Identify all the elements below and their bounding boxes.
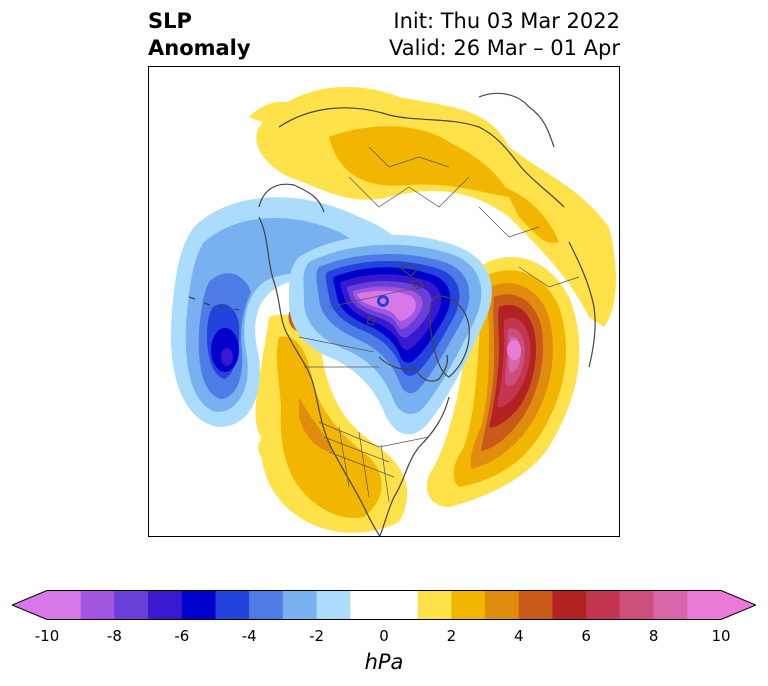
- colorbar-bin: [114, 590, 149, 620]
- colorbar-tick-label: 0: [379, 627, 389, 645]
- colorbar-extend-high: [721, 590, 756, 620]
- colorbar-bin: [215, 590, 250, 620]
- colorbar-tick-label: 8: [648, 627, 659, 645]
- anomaly-map-svg: [170, 87, 616, 536]
- colorbar-tick-label: -8: [106, 627, 122, 645]
- title-variable-type: Anomaly: [148, 36, 251, 60]
- colorbar-bin: [485, 590, 520, 620]
- colorbar-outline: [12, 590, 756, 620]
- map-title: SLP Anomaly: [148, 8, 251, 62]
- colorbar-tick-label: 10: [711, 627, 731, 645]
- colorbar-bin: [417, 590, 452, 620]
- colorbar-bin: [619, 590, 655, 620]
- colorbar-bins: [12, 590, 756, 620]
- colorbar-bin: [451, 590, 486, 620]
- map-dates: Init: Thu 03 Mar 2022 Valid: 26 Mar – 01…: [389, 8, 620, 62]
- colorbar-bin: [148, 590, 183, 620]
- colorbar-tick-label: -2: [309, 627, 325, 645]
- colorbar-tick-label: -4: [241, 627, 257, 645]
- valid-range: Valid: 26 Mar – 01 Apr: [389, 36, 620, 60]
- colorbar-bin: [282, 590, 318, 620]
- colorbar-bin: [316, 590, 351, 620]
- negative-anomaly-arctic: [289, 234, 492, 435]
- colorbar-bin: [653, 590, 688, 620]
- colorbar-tick-label: 2: [446, 627, 457, 645]
- colorbar-extend-low: [12, 590, 47, 620]
- colorbar-bin: [47, 590, 82, 620]
- colorbar-tick-label: -6: [174, 627, 190, 645]
- colorbar-bin: [552, 590, 587, 620]
- colorbar-bin: [181, 590, 216, 620]
- colorbar-tick-label: 4: [514, 627, 524, 645]
- colorbar-bin: [518, 590, 553, 620]
- init-date: Init: Thu 03 Mar 2022: [393, 9, 620, 33]
- title-variable: SLP: [148, 9, 192, 33]
- colorbar: [12, 590, 756, 620]
- colorbar-bin: [350, 590, 419, 620]
- positive-anomaly-north: [249, 87, 616, 327]
- colorbar-bin: [586, 590, 621, 620]
- colorbar-unit-label: hPa: [364, 650, 404, 674]
- political-borders: [298, 146, 580, 503]
- colorbar-bin: [249, 590, 284, 620]
- colorbar-tick-label: -10: [34, 627, 60, 645]
- positive-anomaly-atlantic: [426, 257, 580, 507]
- anomaly-map: [148, 66, 620, 537]
- positive-anomaly-america: [255, 311, 408, 533]
- colorbar-bin: [80, 590, 115, 620]
- colorbar-tick-label: 6: [581, 627, 591, 645]
- coastlines: [188, 92, 596, 536]
- colorbar-bin: [687, 590, 722, 620]
